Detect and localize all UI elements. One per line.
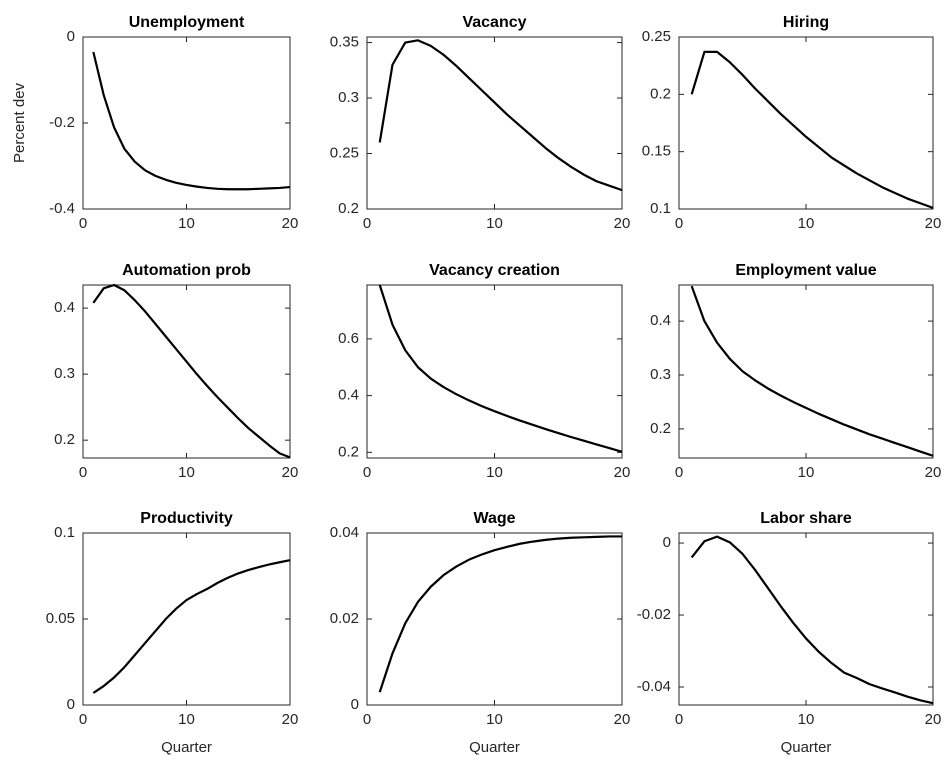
x-axis-label: Quarter (161, 739, 212, 756)
y-tick-label: 0.3 (650, 366, 671, 383)
y-tick-label: 0.25 (642, 28, 671, 45)
data-line (378, 284, 623, 453)
x-tick-label: 10 (486, 215, 503, 232)
axes-box (678, 532, 934, 706)
x-tick-label: 0 (79, 215, 87, 232)
x-tick-label: 0 (363, 464, 371, 481)
data-line (92, 283, 291, 459)
y-tick-label: 0.4 (54, 299, 75, 316)
y-tick-label: -0.2 (49, 114, 75, 131)
x-tick-label: 10 (798, 711, 815, 728)
y-tick-label: 0.1 (650, 200, 671, 217)
data-line (378, 39, 623, 192)
chart-title: Automation prob (122, 262, 251, 279)
x-tick-label: 10 (486, 464, 503, 481)
x-tick-label: 10 (798, 215, 815, 232)
x-tick-label: 20 (614, 464, 631, 481)
chart-title: Vacancy creation (429, 262, 560, 279)
x-axis-label: Quarter (781, 739, 832, 756)
x-tick-label: 20 (282, 215, 299, 232)
x-tick-label: 10 (178, 215, 195, 232)
x-tick-label: 20 (282, 464, 299, 481)
x-tick-label: 20 (614, 711, 631, 728)
axes-box (82, 284, 291, 459)
data-line (92, 51, 291, 191)
x-tick-label: 0 (79, 711, 87, 728)
y-tick-label: 0 (67, 28, 75, 45)
x-tick-label: 20 (925, 711, 942, 728)
data-line (690, 535, 934, 705)
y-tick-label: 0 (67, 696, 75, 713)
y-tick-label: 0.02 (330, 610, 359, 627)
y-tick-label: 0.4 (650, 312, 671, 329)
data-line (378, 535, 622, 693)
x-tick-label: 20 (282, 711, 299, 728)
axes-box (366, 532, 623, 706)
chart-title: Productivity (140, 510, 233, 527)
x-tick-label: 0 (79, 464, 87, 481)
y-tick-label: 0.1 (54, 524, 75, 541)
x-tick-label: 20 (614, 215, 631, 232)
y-tick-label: 0 (663, 534, 671, 551)
chart-title: Hiring (783, 14, 829, 31)
x-tick-label: 10 (178, 464, 195, 481)
data-line (690, 285, 934, 457)
axes-box (366, 36, 623, 210)
y-tick-label: -0.04 (637, 678, 671, 695)
x-tick-label: 0 (363, 711, 371, 728)
y-tick-label: 0.4 (338, 387, 359, 404)
y-tick-label: 0.2 (338, 200, 359, 217)
x-tick-label: 10 (178, 711, 195, 728)
x-tick-label: 0 (675, 464, 683, 481)
axes-box (678, 36, 934, 210)
axes-box (82, 532, 291, 706)
axes-box (82, 36, 291, 210)
y-tick-label: 0.04 (330, 524, 359, 541)
x-tick-label: 20 (925, 464, 942, 481)
x-tick-label: 20 (925, 215, 942, 232)
y-tick-label: 0.05 (46, 610, 75, 627)
chart-title: Wage (473, 510, 515, 527)
y-tick-label: 0.2 (54, 431, 75, 448)
y-tick-label: 0.6 (338, 330, 359, 347)
y-tick-label: -0.4 (49, 200, 75, 217)
data-line (690, 50, 934, 209)
y-axis-label: Percent dev (11, 82, 28, 163)
y-tick-label: 0.3 (54, 365, 75, 382)
y-tick-label: 0.25 (330, 144, 359, 161)
y-tick-label: 0 (351, 696, 359, 713)
x-tick-label: 10 (486, 711, 503, 728)
data-line (92, 559, 291, 694)
y-tick-label: 0.2 (650, 420, 671, 437)
y-tick-label: -0.02 (637, 606, 671, 623)
y-tick-label: 0.2 (338, 443, 359, 460)
axes-box (366, 284, 623, 459)
x-axis-label: Quarter (469, 739, 520, 756)
chart-title: Employment value (735, 262, 876, 279)
chart-title: Vacancy (462, 14, 526, 31)
y-tick-label: 0.35 (330, 34, 359, 51)
y-tick-label: 0.15 (642, 143, 671, 160)
chart-title: Labor share (760, 510, 852, 527)
chart-title: Unemployment (129, 14, 245, 31)
y-tick-label: 0.3 (338, 89, 359, 106)
x-tick-label: 0 (675, 215, 683, 232)
x-tick-label: 0 (363, 215, 371, 232)
axes-box (678, 284, 934, 459)
x-tick-label: 10 (798, 464, 815, 481)
y-tick-label: 0.2 (650, 85, 671, 102)
x-tick-label: 0 (675, 711, 683, 728)
